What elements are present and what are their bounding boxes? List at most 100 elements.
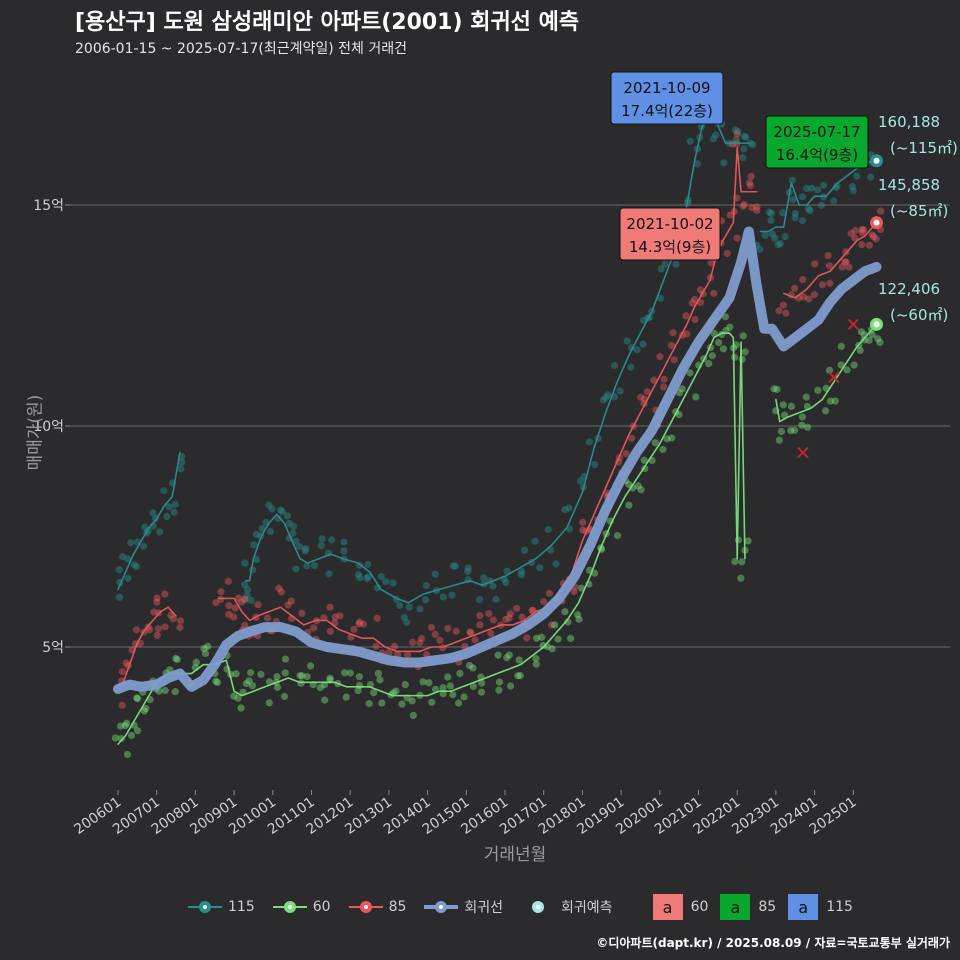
scatter-point-115 (742, 133, 750, 141)
scatter-point-60 (494, 651, 502, 659)
scatter-point-60 (732, 341, 740, 349)
scatter-point-60 (738, 558, 746, 566)
scatter-point-115 (732, 136, 740, 144)
scatter-point-85 (372, 642, 380, 650)
scatter-point-60 (692, 393, 700, 401)
scatter-point-115 (561, 505, 569, 514)
scatter-point-115 (317, 542, 325, 550)
scatter-point-60 (741, 348, 749, 356)
scatter-point-115 (623, 337, 631, 345)
scatter-point-60 (460, 693, 468, 701)
scatter-point-60 (826, 397, 835, 405)
scatter-point-60 (495, 686, 503, 694)
legend-box-60: a 60 (652, 894, 708, 920)
scatter-point-60 (651, 439, 659, 447)
scatter-point-60 (744, 537, 752, 545)
legend-item-prediction: 회귀예측 (521, 897, 613, 917)
scatter-point-85 (775, 307, 783, 315)
scatter-point-85 (847, 229, 855, 237)
scatter-point-85 (650, 376, 658, 384)
scatter-point-115 (268, 505, 276, 513)
scatter-point-60 (787, 402, 796, 411)
highlight-value: 17.4억(22층) (621, 102, 713, 120)
scatter-point-115 (849, 187, 857, 195)
scatter-point-115 (241, 559, 249, 567)
scatter-point-115 (521, 546, 529, 554)
scatter-point-115 (156, 528, 164, 536)
scatter-point-60 (675, 389, 684, 397)
scatter-point-60 (837, 342, 845, 351)
scatter-point-60 (265, 678, 274, 686)
scatter-point-115 (830, 197, 838, 205)
scatter-point-115 (517, 571, 525, 579)
scatter-point-85 (476, 621, 484, 629)
scatter-point-115 (771, 234, 779, 242)
scatter-point-60 (659, 445, 667, 454)
scatter-point-85 (545, 589, 554, 597)
scatter-point-60 (204, 642, 212, 650)
scatter-point-60 (409, 711, 417, 720)
scatter-point-115 (240, 581, 249, 589)
scatter-point-60 (265, 699, 273, 707)
prediction-point-core (873, 157, 880, 164)
scatter-point-60 (133, 695, 142, 703)
scatter-point-115 (657, 265, 665, 273)
scatter-point-115 (277, 506, 285, 514)
scatter-point-60 (722, 326, 730, 335)
highlight-value: 14.3억(9층) (629, 238, 711, 256)
prediction-value-label: 122,406 (878, 280, 940, 298)
scatter-point-60 (307, 662, 315, 670)
scatter-point-85 (818, 281, 827, 289)
scatter-point-60 (564, 618, 572, 626)
scatter-point-85 (506, 610, 514, 618)
scatter-point-115 (720, 159, 728, 167)
scatter-point-85 (298, 609, 306, 617)
scatter-point-115 (814, 186, 822, 194)
scatter-point-60 (342, 693, 350, 701)
scatter-point-115 (416, 605, 424, 613)
scatter-point-85 (467, 629, 475, 637)
scatter-point-115 (616, 387, 624, 395)
cancelled-mark (828, 371, 840, 384)
scatter-point-60 (455, 699, 463, 707)
scatter-point-85 (489, 616, 497, 624)
scatter-point-85 (476, 612, 484, 620)
scatter-point-60 (117, 722, 125, 730)
scatter-point-60 (134, 727, 142, 735)
scatter-point-85 (869, 233, 878, 241)
scatter-point-115 (382, 577, 390, 586)
scatter-point-60 (245, 677, 253, 685)
scatter-point-60 (171, 688, 179, 696)
scatter-point-115 (310, 562, 319, 570)
footer-credit: ©디아파트(dapt.kr) / 2025.08.09 / 자료=국토교통부 실… (596, 936, 950, 950)
scatter-point-115 (686, 137, 694, 145)
scatter-point-115 (285, 519, 293, 528)
scatter-point-85 (851, 234, 859, 242)
scatter-point-60 (634, 482, 642, 490)
scatter-point-85 (729, 140, 737, 148)
scatter-point-85 (390, 642, 399, 650)
scatter-point-85 (733, 234, 741, 242)
scatter-point-85 (356, 618, 364, 626)
scatter-point-85 (275, 584, 283, 592)
scatter-point-115 (243, 585, 252, 594)
scatter-point-60 (551, 621, 559, 629)
scatter-point-60 (775, 436, 783, 444)
scatter-point-85 (810, 291, 818, 299)
scatter-point-60 (731, 557, 739, 566)
scatter-point-60 (173, 655, 181, 664)
scatter-point-60 (248, 682, 257, 690)
scatter-point-115 (804, 204, 813, 213)
scatter-point-85 (710, 289, 718, 298)
scatter-point-85 (373, 614, 381, 622)
series-line-회귀선 (113, 226, 882, 694)
scatter-point-115 (544, 525, 552, 534)
legend-dot-icon (283, 901, 296, 913)
scatter-point-85 (444, 624, 452, 633)
legend-label: 85 (758, 899, 777, 915)
scatter-point-85 (284, 601, 292, 609)
chart-subtitle: 2006-01-15 ~ 2025-07-17(최근계약일) 전체 거래건 (75, 41, 407, 57)
scatter-point-85 (800, 293, 808, 301)
scatter-point-115 (639, 340, 647, 348)
